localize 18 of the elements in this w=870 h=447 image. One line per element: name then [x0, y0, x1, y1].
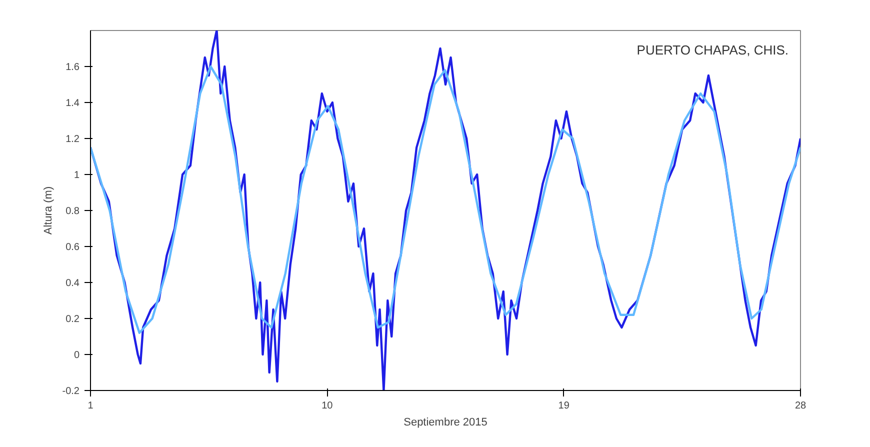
- x-tick-label: 10: [322, 400, 334, 412]
- y-tick-label: 0.2: [66, 314, 80, 325]
- x-tick-label: 1: [88, 400, 94, 412]
- y-tick-label: 0.6: [66, 242, 80, 253]
- text: PUERTO CHAPAS, CHIS.: [636, 42, 788, 58]
- x-axis-title: Septiembre 2015: [404, 416, 488, 428]
- x-tick-label: 19: [558, 400, 570, 412]
- y-tick-label: 0.4: [66, 278, 80, 289]
- y-tick-label: 1.4: [66, 98, 80, 109]
- y-tick-label: -0.2: [62, 386, 80, 397]
- y-axis-title: Altura (m): [42, 186, 54, 235]
- line-series: [90, 65, 800, 334]
- y-tick-label: 1.2: [66, 134, 80, 145]
- y-tick-label: 1.6: [66, 62, 80, 73]
- x-tick-label: 28: [794, 400, 806, 412]
- y-tick-label: 0.8: [66, 206, 80, 217]
- y-tick-label: 0: [74, 350, 80, 361]
- y-tick-label: 1: [74, 170, 80, 181]
